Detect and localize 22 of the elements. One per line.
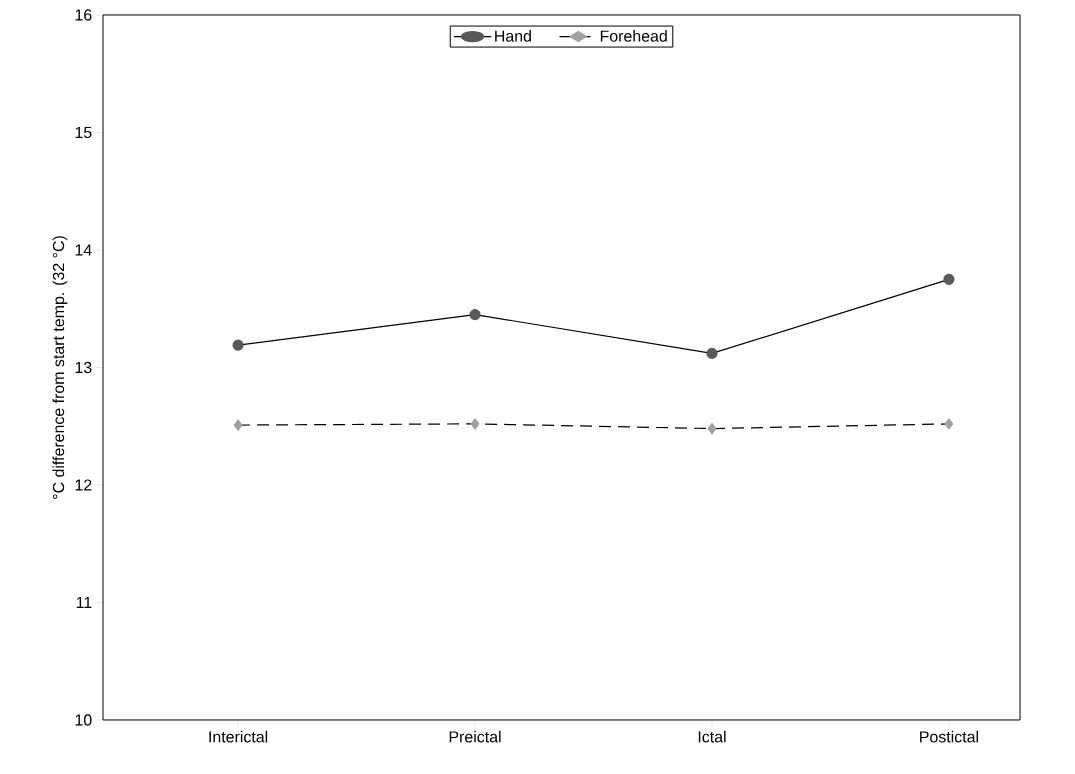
legend-label: Forehead (600, 30, 667, 42)
point (470, 418, 480, 430)
point (232, 339, 244, 351)
y-tick-label: 12 (75, 479, 92, 491)
legend-label: Hand (495, 30, 531, 42)
x-tick-label: Interictal (209, 730, 268, 743)
point (706, 347, 718, 359)
y-tick-label: 10 (75, 714, 92, 726)
point (469, 309, 481, 321)
y-tick-label: 13 (75, 361, 92, 374)
x-tick-label: Preictal (449, 730, 501, 743)
y-tick-label: 15 (75, 126, 92, 139)
point (944, 418, 954, 430)
y-tick-label: 16 (75, 9, 92, 21)
x-tick-label: Ictal (698, 730, 726, 743)
point (707, 422, 717, 435)
y-tick-label: 11 (76, 597, 92, 608)
y-axis-title: °C difference from start temp. (32 °C) (52, 236, 68, 499)
y-tick-label: 14 (75, 244, 92, 256)
point (233, 419, 243, 431)
x-tick-label: Postictal (920, 730, 978, 743)
point (943, 273, 955, 285)
